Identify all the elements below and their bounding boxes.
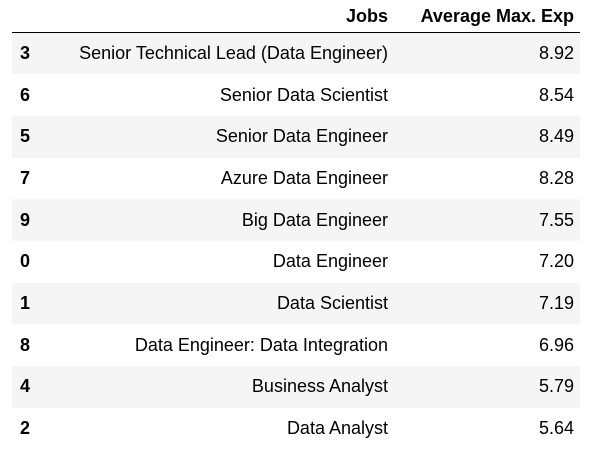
job-title-cell: Senior Data Engineer: [215, 126, 388, 147]
job-title-cell: Data Analyst: [286, 418, 388, 439]
average-max-exp-cell: 8.92: [538, 43, 574, 64]
job-title-cell: Senior Technical Lead (Data Engineer): [79, 43, 388, 64]
average-max-exp-cell: 8.28: [538, 167, 574, 188]
row-index: 6: [20, 84, 31, 105]
table-row: 4 Business Analyst 5.79: [12, 366, 580, 408]
job-title-cell: Azure Data Engineer: [220, 167, 388, 188]
job-title-cell: Data Scientist: [276, 292, 388, 313]
average-max-exp-cell: 8.54: [538, 84, 574, 105]
average-max-exp-cell: 7.55: [538, 209, 574, 230]
job-title-cell: Data Engineer: [272, 251, 388, 272]
row-index: 5: [20, 126, 31, 147]
row-index: 2: [20, 418, 31, 439]
average-max-exp-cell: 7.20: [538, 251, 574, 272]
average-max-exp-cell: 5.64: [538, 418, 574, 439]
row-index: 4: [20, 376, 31, 397]
row-index: 3: [20, 43, 31, 64]
table-row: 8 Data Engineer: Data Integration 6.96: [12, 324, 580, 366]
jobs-header: Jobs: [42, 0, 394, 33]
average-max-exp-cell: 5.79: [538, 376, 574, 397]
row-index: 7: [20, 167, 31, 188]
table-row: 0 Data Engineer 7.20: [12, 240, 580, 283]
table-row: 5 Senior Data Engineer 8.49: [12, 115, 580, 158]
index-header: [12, 0, 42, 33]
table-row: 1 Data Scientist 7.19: [12, 282, 580, 325]
average-max-exp-cell: 8.49: [538, 126, 574, 147]
row-index: 8: [20, 334, 31, 355]
table-row: 3 Senior Technical Lead (Data Engineer) …: [12, 32, 580, 75]
header-row: Jobs Average Max. Exp: [12, 0, 580, 33]
row-index: 1: [20, 292, 31, 313]
average-max-exp-cell: 7.19: [538, 292, 574, 313]
average-max-exp-cell: 6.96: [538, 334, 574, 355]
job-title-cell: Big Data Engineer: [241, 209, 388, 230]
jobs-experience-table: Jobs Average Max. Exp 3 Senior Technical…: [12, 0, 580, 450]
table-row: 7 Azure Data Engineer 8.28: [12, 157, 580, 200]
table-row: 9 Big Data Engineer 7.55: [12, 199, 580, 241]
row-index: 0: [20, 251, 31, 272]
job-title-cell: Business Analyst: [251, 376, 388, 397]
job-title-cell: Data Engineer: Data Integration: [134, 334, 388, 355]
average-max-exp-header: Average Max. Exp: [394, 0, 580, 33]
job-title-cell: Senior Data Scientist: [219, 84, 388, 105]
table-row: 6 Senior Data Scientist 8.54: [12, 74, 580, 116]
table-row: 2 Data Analyst 5.64: [12, 407, 580, 450]
row-index: 9: [20, 209, 31, 230]
